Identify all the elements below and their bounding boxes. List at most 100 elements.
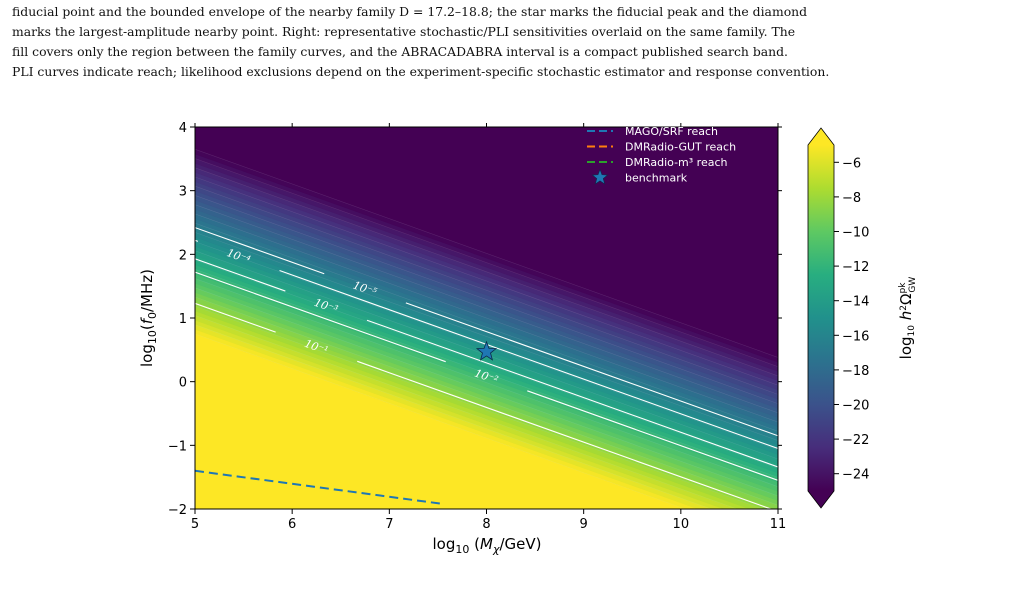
colorbar-tick-label: −18	[842, 364, 869, 379]
heatmap-background-bottom	[195, 333, 778, 509]
heatmap-band	[195, 153, 778, 368]
heatmap-band	[195, 232, 778, 446]
colorbar-bottom-extend	[808, 491, 834, 508]
caption-line: PLI curves indicate reach; likelihood ex…	[12, 64, 830, 79]
legend-star-icon	[591, 168, 609, 185]
level-line	[195, 167, 778, 377]
colorbar-tick-label: −12	[842, 260, 869, 275]
legend-label: MAGO/SRF reach	[625, 125, 718, 138]
caption-line: fiducial point and the bounded envelope …	[12, 4, 808, 19]
colorbar-top-extend	[808, 128, 834, 145]
y-tick-label: 3	[179, 185, 187, 200]
x-tick-label: 8	[482, 517, 490, 532]
level-line	[195, 278, 778, 487]
colorbar-tick-label: −10	[842, 226, 869, 241]
heatmap-band	[195, 282, 778, 497]
heatmap-band	[195, 162, 778, 377]
heatmap-band	[195, 172, 778, 386]
heatmap-band	[195, 167, 778, 381]
colorbar-outline	[807, 127, 835, 509]
x-tick-label: 7	[385, 517, 393, 532]
contour-line	[195, 271, 446, 363]
contour-line	[195, 302, 276, 333]
level-line	[195, 232, 778, 441]
colorbar	[808, 145, 834, 491]
heatmap-band	[195, 195, 778, 409]
x-tick-label: 10	[673, 517, 690, 532]
colorbar-tick-label: −6	[842, 156, 861, 171]
contour-line	[357, 360, 773, 509]
level-line	[195, 305, 764, 509]
heatmap-band	[195, 273, 778, 488]
heatmap-band	[195, 287, 778, 501]
colorbar-label: log10 h2ΩpkGW	[897, 277, 918, 360]
heatmap-band	[195, 292, 778, 506]
y-tick-label: 1	[179, 312, 187, 327]
level-line	[195, 185, 778, 395]
heatmap-band	[195, 227, 778, 441]
level-line	[195, 158, 778, 367]
heatmap-band	[195, 148, 778, 363]
level-line	[195, 269, 778, 478]
level-line	[195, 333, 687, 509]
colorbar-tick-label: −22	[842, 433, 869, 448]
heatmap-band	[195, 250, 778, 464]
level-line	[195, 287, 778, 497]
level-line	[195, 204, 778, 414]
benchmark-star	[475, 340, 498, 361]
heatmap-band	[195, 218, 778, 432]
contour-line	[366, 319, 778, 468]
heatmap-band	[195, 213, 778, 428]
y-tick-label: −1	[168, 439, 187, 454]
colorbar-tick-label: −16	[842, 329, 869, 344]
level-line	[195, 222, 778, 432]
y-tick-label: 2	[179, 248, 187, 263]
heatmap-band	[195, 158, 778, 372]
colorbar-tick-label: −24	[842, 468, 869, 483]
caption-line: marks the largest-amplitude nearby point…	[12, 24, 796, 39]
heatmap-band	[195, 181, 778, 395]
x-tick-label: 6	[288, 517, 296, 532]
y-tick-label: 4	[179, 121, 187, 136]
x-tick-label: 5	[191, 517, 199, 532]
contour-line	[195, 227, 325, 275]
level-line	[195, 324, 713, 509]
y-tick-label: 0	[179, 376, 187, 391]
x-tick-label: 9	[580, 517, 588, 532]
colorbar-tick-label: −20	[842, 399, 869, 414]
heatmap-band	[195, 259, 778, 474]
heatmap-band	[195, 199, 778, 414]
colorbar-tick-label: −14	[842, 295, 869, 310]
heatmap-band	[195, 208, 778, 423]
caption-line: fill covers only the region between the …	[12, 44, 788, 59]
level-line	[195, 149, 778, 358]
x-axis-label: log10 (Mχ/GeV)	[433, 535, 542, 556]
colorbar-tick-label: −8	[842, 191, 861, 206]
contour-line	[405, 302, 778, 437]
x-tick-label: 11	[770, 517, 787, 532]
heatmap-band	[195, 204, 778, 418]
level-line	[195, 296, 778, 506]
legend-label: DMRadio-GUT reach	[625, 141, 736, 154]
heatmap-band	[195, 185, 778, 400]
level-line	[195, 195, 778, 404]
heatmap-band	[195, 278, 778, 492]
heatmap-band	[195, 176, 778, 391]
contour-line	[279, 269, 778, 450]
level-line	[195, 315, 738, 509]
legend-label: benchmark	[625, 172, 688, 185]
heatmap-band	[195, 264, 778, 478]
contour-line	[195, 258, 286, 292]
contour-line	[527, 390, 778, 481]
level-line	[195, 176, 778, 386]
y-tick-label: −2	[168, 503, 187, 518]
figure-caption: fiducial point and the bounded envelope …	[12, 2, 1018, 82]
legend-label: DMRadio-m³ reach	[625, 156, 728, 169]
heatmap-band	[195, 190, 778, 404]
heatmap-band	[195, 268, 778, 483]
heatmap-band	[195, 296, 778, 509]
y-axis-label: log10(f0/MHz)	[138, 269, 159, 367]
level-line	[195, 259, 778, 469]
level-line	[195, 213, 778, 423]
